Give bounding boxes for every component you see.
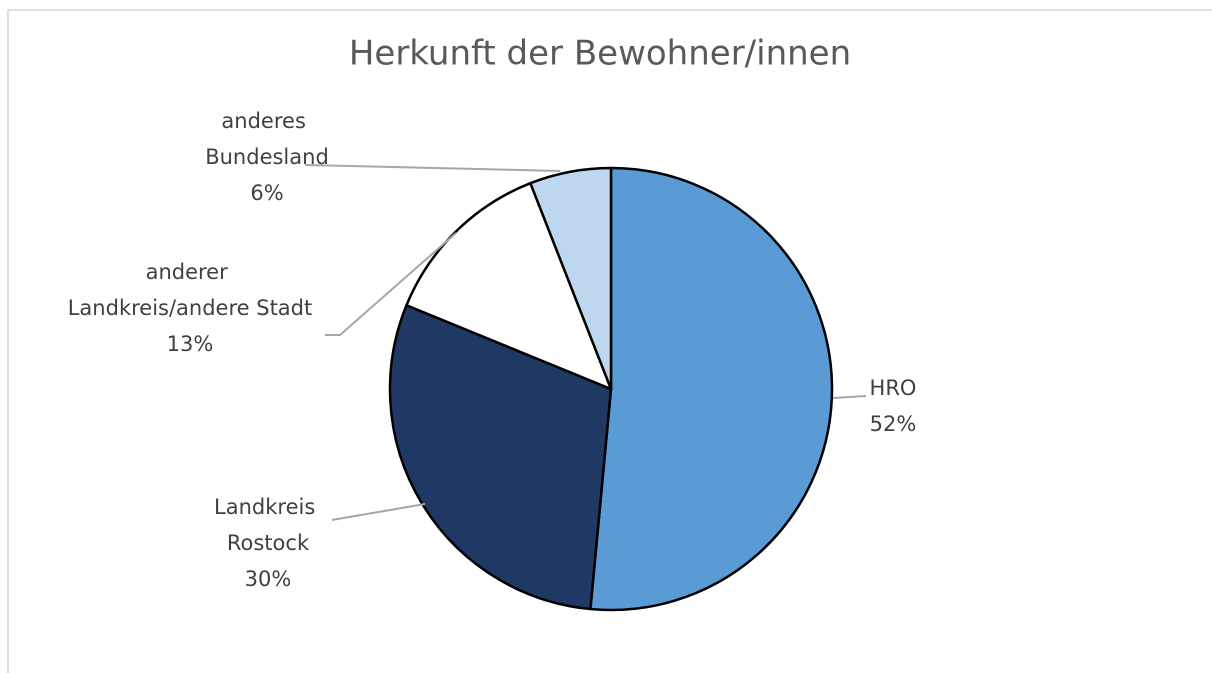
pie-slice <box>529 166 613 391</box>
leader-line <box>331 503 426 521</box>
pie-slice <box>388 303 613 611</box>
data-label-value: 13% <box>167 332 214 356</box>
pie-slice <box>405 181 613 391</box>
data-label-name: HRO <box>870 376 917 400</box>
leader-line <box>325 232 457 336</box>
data-label-name: anderes Bundesland <box>205 109 329 169</box>
leader-line <box>304 164 561 172</box>
data-label-value: 30% <box>245 567 292 591</box>
chart-frame <box>7 9 1212 673</box>
data-label-name: anderer Landkreis/andere Stadt <box>68 260 313 320</box>
data-label-value: 52% <box>870 412 917 436</box>
data-label-name: Landkreis Rostock <box>214 495 322 555</box>
pie-slice <box>589 166 834 612</box>
leader-line <box>832 395 867 399</box>
chart-title: Herkunft der Bewohner/innen <box>349 34 851 74</box>
data-label-value: 6% <box>250 181 283 205</box>
